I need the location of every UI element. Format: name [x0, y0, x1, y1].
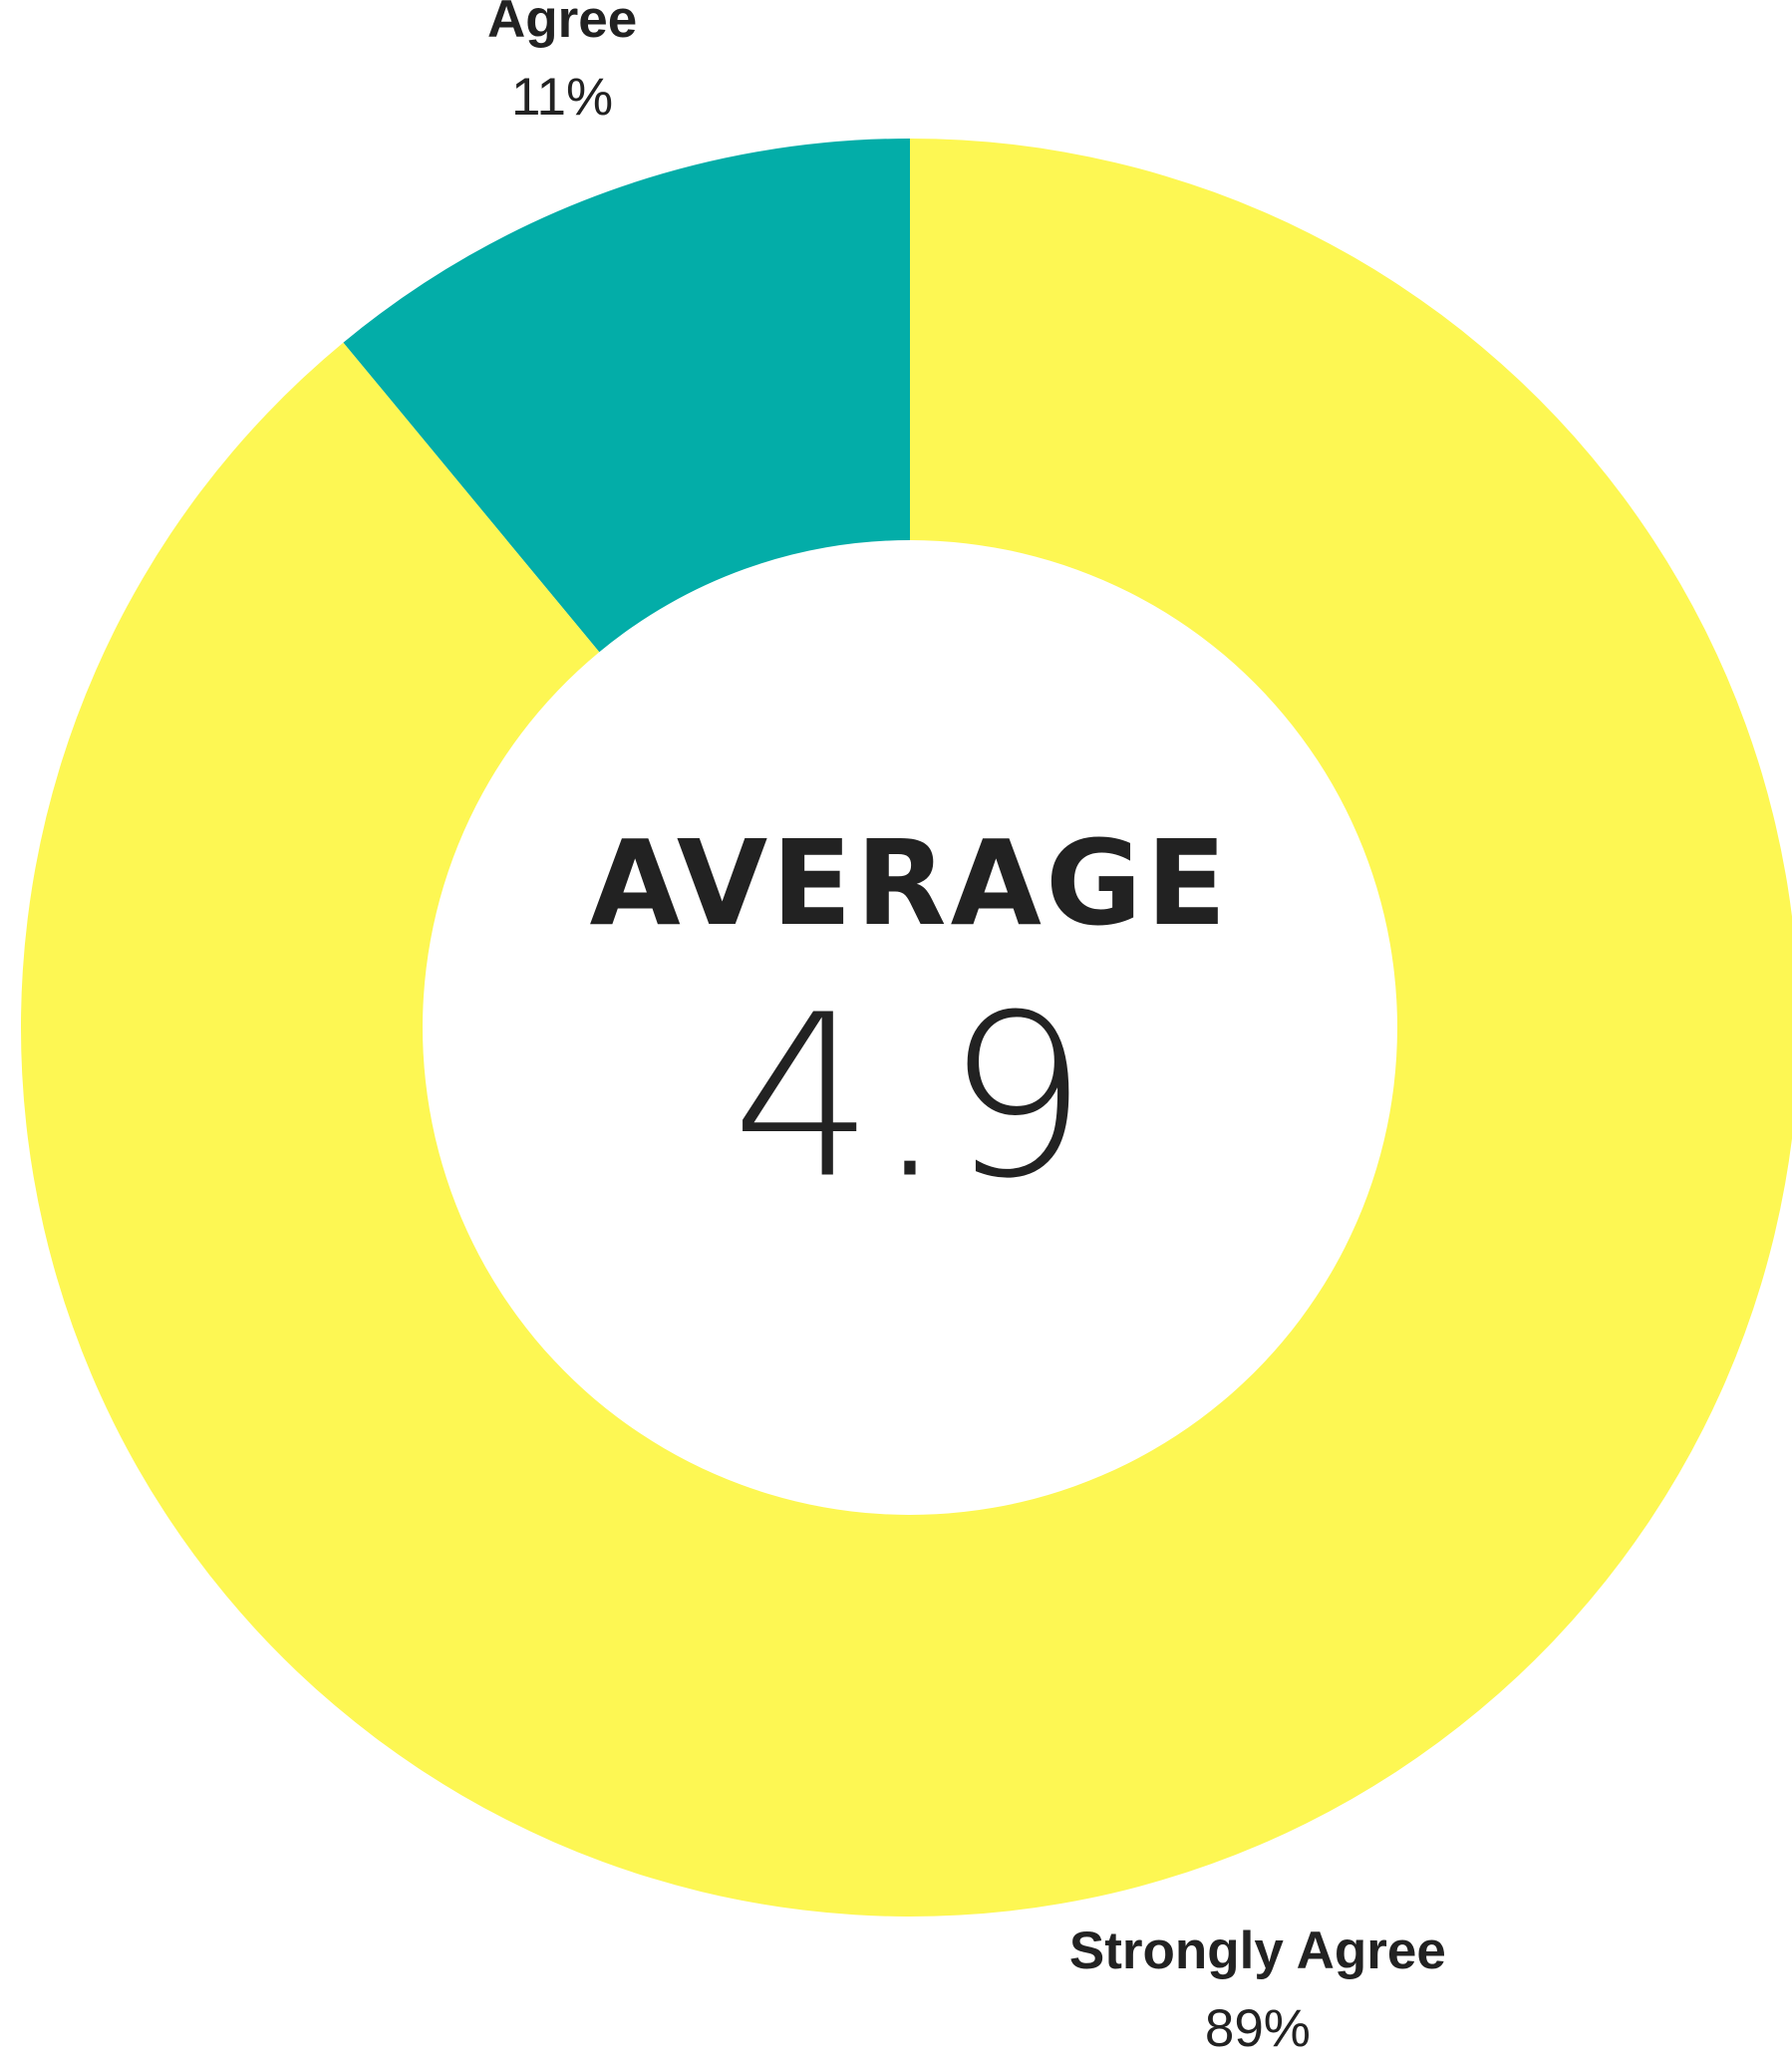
slice-name: Strongly Agree: [1069, 1921, 1446, 1980]
slice-name: Agree: [487, 0, 637, 49]
center-label: AVERAGE: [590, 814, 1231, 952]
slice-percent: 89%: [1205, 1999, 1311, 2058]
donut-slice: [21, 139, 1792, 1917]
slice-percent: 11%: [511, 68, 613, 127]
donut-slice: [343, 139, 910, 653]
center-value: 4.9: [732, 968, 1088, 1229]
